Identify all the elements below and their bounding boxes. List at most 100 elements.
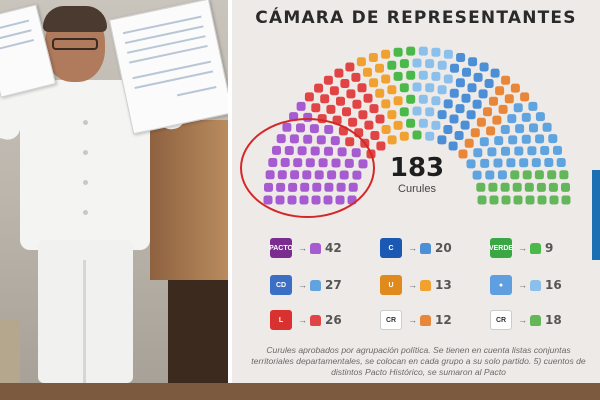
candidate-photo <box>0 0 228 383</box>
seat <box>387 60 397 70</box>
seat <box>418 94 428 104</box>
seat <box>500 125 510 134</box>
seat <box>466 110 476 120</box>
seat <box>492 115 502 125</box>
seat <box>412 106 422 116</box>
party-la-u: U → 13 <box>380 275 452 295</box>
arrow-icon: → <box>408 280 417 290</box>
seat <box>296 101 306 111</box>
arrow-icon: → <box>298 315 307 325</box>
seat <box>462 67 471 77</box>
party-seat-count: 13 <box>435 278 452 292</box>
seat <box>348 117 358 127</box>
seat <box>479 137 489 147</box>
seat <box>461 93 471 103</box>
party-centro-democratico: CD → 27 <box>270 275 342 295</box>
seat <box>406 94 416 104</box>
party-seat-count: 42 <box>325 241 342 255</box>
footnote: Curules aprobados por agrupación polític… <box>251 345 586 377</box>
seat <box>542 122 552 132</box>
seats-unit-label: Curules <box>398 183 436 195</box>
seat <box>458 149 468 159</box>
seat <box>369 78 379 88</box>
seat <box>323 75 333 85</box>
seat <box>363 93 373 103</box>
party-conservador: C → 20 <box>380 238 452 258</box>
seat <box>460 120 470 130</box>
seat <box>387 110 397 120</box>
seat <box>346 89 356 99</box>
seat-icon <box>530 314 541 326</box>
arrow-icon: → <box>298 243 307 253</box>
seat <box>466 159 476 169</box>
seat <box>548 182 558 192</box>
seat <box>376 141 386 151</box>
seat <box>368 53 378 62</box>
seat <box>364 120 374 130</box>
party-pacto-historico: PACTO → 42 <box>269 238 342 258</box>
seat <box>356 57 366 67</box>
seat <box>443 74 453 84</box>
seat <box>507 114 517 124</box>
seat <box>521 112 531 122</box>
seat <box>535 112 545 122</box>
seat <box>486 126 496 136</box>
seat <box>479 62 489 72</box>
seat <box>522 170 532 180</box>
seat <box>529 123 538 133</box>
seat <box>399 59 409 69</box>
seat <box>553 145 562 155</box>
seat <box>363 67 372 77</box>
seat <box>418 46 428 56</box>
seat <box>314 83 324 93</box>
seat <box>470 128 480 138</box>
party-logo-conservador: C <box>380 238 402 258</box>
seat <box>544 158 554 167</box>
seat <box>472 99 482 109</box>
seat <box>519 158 529 168</box>
seat <box>485 170 495 180</box>
seat <box>449 114 459 124</box>
seat <box>369 104 379 114</box>
seat <box>525 195 535 205</box>
seat <box>456 53 466 62</box>
seat <box>357 83 367 93</box>
seat <box>501 75 511 85</box>
seat <box>476 182 486 192</box>
seat <box>489 96 498 106</box>
seat <box>431 120 441 130</box>
seat <box>393 47 403 57</box>
party-logo-pacto-historico: PACTO <box>269 238 293 258</box>
seat <box>501 195 511 205</box>
seat <box>425 83 435 93</box>
seat <box>531 158 541 168</box>
seat <box>425 59 435 69</box>
party-comunes: CR → 18 <box>490 310 562 330</box>
seat <box>483 107 492 117</box>
seat <box>561 182 570 192</box>
hair <box>43 6 107 32</box>
seat <box>412 58 422 68</box>
seat <box>515 124 525 134</box>
arrow-icon: → <box>518 315 527 325</box>
seat-icon <box>530 242 541 254</box>
seat <box>468 57 478 67</box>
party-seat-count: 27 <box>325 278 342 292</box>
seat <box>467 83 477 93</box>
glasses <box>52 38 98 50</box>
seat <box>412 82 422 92</box>
seat <box>431 47 441 57</box>
seat <box>437 110 447 120</box>
voting-booth <box>150 120 228 280</box>
party-logo-verde: VERDE <box>489 238 513 258</box>
arrow-icon: → <box>518 280 527 290</box>
seat <box>406 70 416 80</box>
seat <box>512 182 522 192</box>
seat <box>443 99 453 109</box>
top-strip <box>232 0 600 6</box>
seat <box>513 195 523 205</box>
seat <box>399 107 409 117</box>
seat <box>393 96 403 106</box>
seat <box>375 63 384 73</box>
seat <box>484 79 494 88</box>
